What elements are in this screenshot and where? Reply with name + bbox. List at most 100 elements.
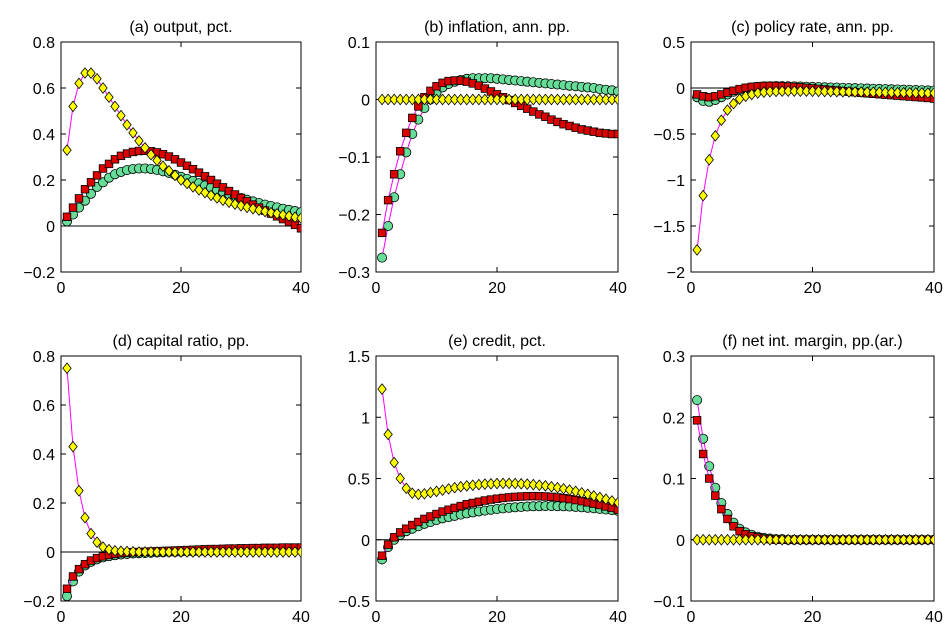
data-point-square (74, 194, 84, 203)
data-point-diamond (692, 244, 702, 256)
y-tick-label: 0 (46, 545, 55, 562)
data-point-square (92, 171, 102, 180)
data-point-diamond (722, 104, 733, 116)
y-tick-label: −0.1 (338, 150, 370, 167)
data-point-diamond (704, 533, 714, 546)
y-tick-label: 0.1 (663, 472, 685, 489)
data-point-diamond (516, 477, 526, 490)
data-point-diamond (898, 533, 909, 546)
data-point-diamond (874, 86, 884, 99)
data-point-diamond (710, 129, 720, 142)
data-point-diamond (552, 481, 563, 494)
y-tick-label: −0.2 (23, 265, 55, 282)
data-point-diamond (886, 86, 897, 99)
y-tick-label: 0 (676, 533, 685, 550)
data-point-diamond (68, 440, 78, 453)
data-point-diamond (710, 533, 720, 546)
data-point-diamond (164, 164, 174, 177)
data-point-diamond (236, 199, 246, 212)
panel-title: (f) net int. margin, pp.(ar.) (722, 333, 903, 350)
data-point-square (929, 94, 934, 103)
panel-title: (a) output, pct. (129, 19, 232, 36)
data-point-diamond (862, 533, 872, 546)
data-point-diamond (577, 486, 587, 499)
y-tick-label: 0 (676, 81, 685, 98)
data-point-diamond (62, 144, 72, 156)
data-point-diamond (911, 87, 921, 99)
data-point-diamond (844, 86, 854, 98)
x-tick-label: 20 (172, 609, 190, 626)
data-point-diamond (819, 85, 830, 98)
data-point-diamond (607, 495, 617, 507)
data-point-diamond (564, 484, 575, 496)
data-point-diamond (868, 533, 878, 546)
data-point-diamond (728, 533, 739, 546)
data-point-diamond (540, 480, 551, 492)
data-point-diamond (838, 85, 848, 98)
y-tick-label: −0.5 (653, 127, 685, 144)
data-point-diamond (826, 85, 836, 98)
data-point-diamond (146, 148, 156, 161)
data-point-square (705, 474, 714, 483)
data-point-diamond (407, 487, 417, 500)
plot-area (60, 41, 302, 273)
y-tick-label: −1 (667, 173, 685, 190)
data-point-square (723, 514, 732, 524)
data-point-diamond (62, 362, 72, 375)
data-point-diamond (923, 533, 933, 546)
data-point-diamond (844, 533, 854, 546)
y-tick-label: −0.1 (653, 594, 685, 611)
data-point-diamond (272, 207, 282, 220)
data-point-diamond (613, 93, 618, 106)
x-tick-label: 20 (804, 280, 822, 297)
data-point-diamond (929, 87, 934, 99)
y-tick-label: 0.2 (33, 173, 55, 190)
y-tick-label: −0.5 (338, 594, 370, 611)
data-point-diamond (212, 192, 222, 204)
data-point-square (729, 522, 738, 531)
panel-5: (e) credit, pct.0 20 40−0.500.511.5 (338, 333, 627, 626)
data-point-diamond (917, 533, 927, 546)
data-point-diamond (128, 127, 138, 139)
data-point-diamond (116, 109, 126, 122)
data-point-diamond (905, 533, 915, 546)
data-point-square (104, 159, 114, 169)
data-point-diamond (892, 533, 903, 546)
data-point-diamond (838, 533, 848, 546)
data-point-diamond (74, 77, 84, 90)
panel-6: (f) net int. margin, pp.(ar.)0 20 40−0.100… (653, 333, 943, 626)
data-point-diamond (795, 533, 806, 546)
data-point-diamond (589, 490, 599, 502)
data-point-diamond (716, 114, 727, 127)
data-point-diamond (692, 533, 702, 546)
y-tick-label: −0.3 (338, 265, 370, 282)
y-tick-label: 0.6 (33, 81, 55, 98)
x-tick-label: 0 (372, 609, 381, 626)
x-tick-label: 0 (687, 609, 696, 626)
data-point-diamond (534, 479, 545, 492)
data-point-square (86, 178, 96, 187)
data-point-diamond (104, 543, 114, 556)
x-tick-label: 0 (57, 609, 66, 626)
panel-2: (b) inflation, ann. pp. 0 20 40 −0.3 −0.2 −0.1… (338, 19, 627, 297)
y-tick-label: −0.2 (338, 208, 370, 225)
data-point-diamond (807, 85, 818, 98)
data-point-diamond (86, 527, 96, 540)
data-point-diamond (832, 85, 842, 98)
data-point-diamond (122, 118, 132, 131)
data-point-square (395, 147, 405, 156)
plot-area (690, 41, 935, 273)
data-point-circle (377, 252, 388, 263)
data-point-diamond (389, 456, 399, 469)
data-point-diamond (104, 91, 114, 104)
data-point-diamond (122, 545, 132, 558)
data-point-square (80, 184, 90, 194)
x-tick-label: 40 (925, 609, 943, 626)
y-tick-label: 1 (361, 410, 370, 427)
data-point-diamond (886, 533, 897, 546)
x-tick-label: 40 (925, 280, 943, 297)
data-point-diamond (595, 491, 605, 504)
y-tick-label: 0.3 (663, 349, 685, 366)
data-point-diamond (698, 533, 708, 546)
data-point-diamond (278, 209, 288, 221)
